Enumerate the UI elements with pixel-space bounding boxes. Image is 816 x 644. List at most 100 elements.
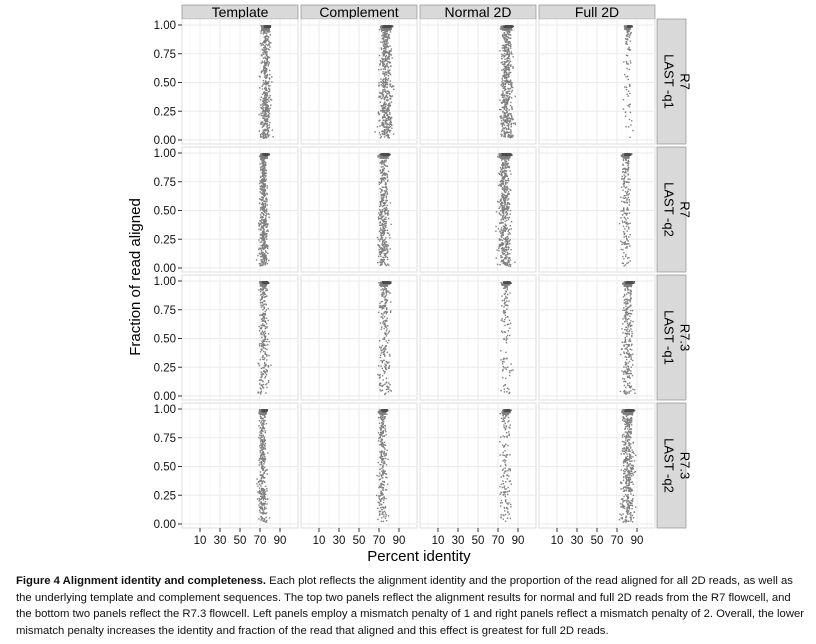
row-strip <box>656 146 687 273</box>
data-point <box>385 105 387 108</box>
data-point <box>267 108 270 110</box>
data-point <box>504 55 506 57</box>
data-point <box>266 117 269 120</box>
data-point <box>386 180 389 182</box>
data-point <box>508 71 510 74</box>
data-point <box>260 154 262 156</box>
data-point <box>508 88 510 90</box>
data-point <box>384 263 386 265</box>
data-point <box>263 61 266 63</box>
data-point <box>507 113 509 116</box>
data-point <box>384 33 386 36</box>
data-point <box>261 161 263 163</box>
data-point <box>383 224 385 226</box>
data-point <box>263 183 265 186</box>
data-point <box>265 77 267 79</box>
data-point <box>265 260 268 262</box>
data-point <box>259 188 261 190</box>
data-point <box>261 245 263 247</box>
data-point <box>503 112 505 115</box>
data-point <box>504 112 507 115</box>
data-point <box>262 207 264 209</box>
data-point <box>511 134 513 136</box>
data-point <box>259 133 262 136</box>
data-point <box>264 115 266 117</box>
data-point <box>510 43 512 46</box>
data-point <box>259 198 262 200</box>
data-point <box>265 57 267 60</box>
data-point <box>504 62 506 64</box>
data-point <box>265 94 268 97</box>
data-point <box>507 95 509 97</box>
data-point <box>510 65 512 67</box>
data-point <box>385 79 387 82</box>
data-point <box>511 119 514 121</box>
data-point <box>508 54 510 57</box>
data-point <box>507 92 509 95</box>
data-point <box>264 32 266 34</box>
data-point <box>262 242 265 244</box>
data-point <box>380 237 382 239</box>
data-point <box>263 57 265 59</box>
data-point <box>386 83 389 86</box>
data-point <box>502 75 504 78</box>
data-point <box>383 163 385 166</box>
data-point <box>387 104 389 106</box>
data-point <box>266 58 269 61</box>
data-point <box>503 49 506 51</box>
data-point <box>263 200 265 202</box>
data-point <box>510 29 512 31</box>
data-point <box>386 32 388 35</box>
data-point <box>392 133 395 135</box>
data-point <box>265 43 268 46</box>
data-point <box>263 236 265 238</box>
data-point <box>382 65 384 67</box>
data-point <box>266 98 268 101</box>
data-point <box>384 75 386 77</box>
data-point <box>271 129 273 131</box>
data-point <box>378 132 381 134</box>
data-point <box>506 74 508 76</box>
data-point <box>385 195 388 197</box>
data-point <box>508 136 510 138</box>
data-point <box>508 27 511 30</box>
data-point <box>508 80 510 83</box>
data-point <box>386 96 388 98</box>
data-point <box>260 216 263 218</box>
data-point <box>382 47 385 50</box>
data-point <box>504 63 506 65</box>
data-point <box>628 83 631 86</box>
data-point <box>265 244 268 246</box>
data-point <box>627 35 629 38</box>
data-point <box>500 28 502 30</box>
data-point <box>263 41 265 43</box>
data-point <box>265 178 267 180</box>
data-point <box>268 43 270 45</box>
data-point <box>630 25 633 27</box>
data-point <box>261 103 264 105</box>
data-point <box>266 244 268 247</box>
data-point <box>263 206 265 209</box>
data-point <box>381 219 383 221</box>
data-point <box>388 90 390 93</box>
data-point <box>385 57 387 59</box>
data-point <box>264 112 267 115</box>
data-point <box>259 220 261 222</box>
data-point <box>385 55 388 57</box>
data-point <box>383 45 385 47</box>
data-point <box>266 226 268 228</box>
data-point <box>509 79 512 81</box>
data-point <box>268 28 270 30</box>
data-point <box>271 81 273 83</box>
data-point <box>510 26 512 28</box>
data-point <box>503 94 505 97</box>
data-point <box>628 27 630 30</box>
data-point <box>378 230 381 232</box>
data-point <box>262 124 264 126</box>
data-point <box>262 188 264 191</box>
data-point <box>262 52 264 54</box>
data-point <box>503 120 505 122</box>
data-point <box>627 31 629 33</box>
data-point <box>382 116 384 118</box>
data-point <box>383 85 385 87</box>
